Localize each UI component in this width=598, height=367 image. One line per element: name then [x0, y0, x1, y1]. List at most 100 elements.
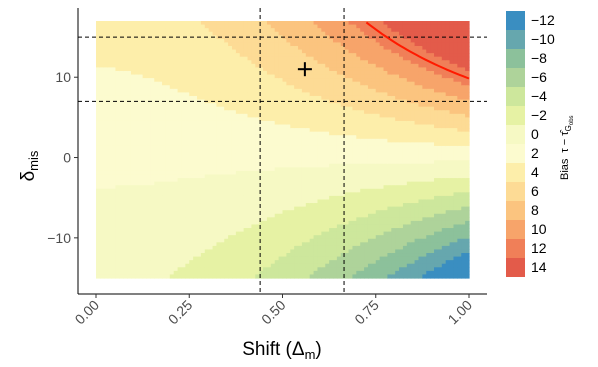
contour-cell	[344, 38, 350, 44]
contour-cell	[294, 249, 299, 254]
contour-cell	[259, 192, 264, 197]
contour-cell	[309, 263, 315, 268]
contour-cell	[216, 174, 221, 179]
contour-cell	[138, 24, 144, 29]
contour-cell	[123, 163, 128, 168]
contour-cell	[115, 110, 120, 115]
contour-cell	[325, 260, 330, 265]
contour-cell	[134, 199, 140, 204]
contour-cell	[200, 203, 206, 208]
contour-cell	[119, 49, 124, 54]
contour-cell	[212, 95, 218, 101]
contour-cell	[305, 220, 311, 226]
contour-cell	[123, 210, 128, 215]
contour-cell	[169, 103, 175, 108]
contour-cell	[231, 85, 237, 90]
contour-cell	[333, 274, 338, 279]
contour-cell	[266, 188, 272, 193]
contour-cell	[352, 192, 357, 197]
contour-cell	[286, 56, 291, 61]
contour-cell	[200, 188, 206, 193]
contour-cell	[309, 163, 315, 168]
contour-cell	[263, 35, 268, 40]
contour-cell	[99, 178, 105, 183]
contour-cell	[270, 199, 276, 204]
contour-cell	[119, 153, 124, 158]
contour-cell	[228, 128, 233, 133]
contour-cell	[344, 128, 350, 133]
contour-cell	[115, 142, 120, 147]
contour-cell	[278, 67, 284, 72]
contour-cell	[220, 24, 225, 29]
contour-cell	[243, 135, 249, 140]
contour-cell	[96, 220, 101, 226]
contour-cell	[134, 120, 140, 126]
contour-cell	[317, 192, 322, 197]
contour-cell	[181, 38, 186, 44]
contour-cell	[138, 60, 144, 65]
contour-cell	[173, 49, 179, 54]
contour-cell	[305, 224, 311, 229]
contour-cell	[235, 195, 241, 201]
contour-cell	[301, 231, 307, 236]
contour-cell	[146, 160, 151, 165]
contour-cell	[329, 110, 334, 115]
contour-cell	[158, 267, 163, 272]
contour-cell	[235, 56, 241, 61]
contour-cell	[348, 31, 354, 36]
contour-cell	[336, 103, 342, 108]
contour-cell	[228, 74, 233, 79]
contour-cell	[239, 110, 245, 115]
contour-cell	[313, 153, 319, 158]
contour-cell	[282, 267, 287, 272]
contour-cell	[111, 117, 117, 122]
contour-cell	[177, 85, 183, 90]
contour-cell	[282, 242, 287, 247]
contour-cell	[251, 45, 256, 51]
contour-cell	[138, 124, 144, 129]
contour-cell	[185, 174, 190, 179]
contour-cell	[282, 235, 287, 240]
contour-cell	[243, 170, 249, 176]
contour-cell	[235, 78, 241, 83]
contour-cell	[200, 138, 206, 143]
contour-cell	[138, 181, 144, 186]
contour-cell	[208, 256, 214, 261]
contour-cell	[134, 70, 140, 76]
contour-cell	[96, 24, 101, 29]
contour-cell	[305, 235, 311, 240]
contour-cell	[165, 181, 171, 186]
contour-cell	[189, 21, 194, 26]
contour-cell	[282, 92, 287, 97]
contour-cell	[173, 124, 179, 129]
contour-cell	[185, 206, 190, 211]
contour-cell	[298, 228, 303, 233]
contour-cell	[200, 78, 206, 83]
contour-cell	[189, 38, 194, 44]
contour-cell	[111, 242, 117, 247]
contour-cell	[274, 185, 280, 190]
contour-cell	[146, 142, 151, 147]
contour-cell	[177, 117, 183, 122]
contour-cell	[270, 21, 276, 26]
contour-cell	[216, 74, 221, 79]
contour-cell	[321, 192, 326, 197]
contour-cell	[177, 120, 183, 126]
contour-cell	[329, 253, 334, 258]
contour-cell	[181, 81, 186, 86]
contour-cell	[216, 242, 221, 247]
contour-cell	[197, 31, 202, 36]
contour-cell	[235, 178, 241, 183]
contour-cell	[169, 149, 175, 154]
contour-cell	[130, 185, 136, 190]
contour-cell	[216, 270, 221, 276]
contour-cell	[239, 81, 245, 86]
contour-cell	[356, 253, 361, 258]
contour-cell	[352, 199, 357, 204]
contour-cell	[313, 45, 319, 51]
contour-cell	[189, 163, 194, 168]
contour-cell	[336, 220, 342, 226]
contour-cell	[266, 106, 272, 111]
contour-cell	[169, 224, 175, 229]
contour-cell	[150, 113, 155, 118]
